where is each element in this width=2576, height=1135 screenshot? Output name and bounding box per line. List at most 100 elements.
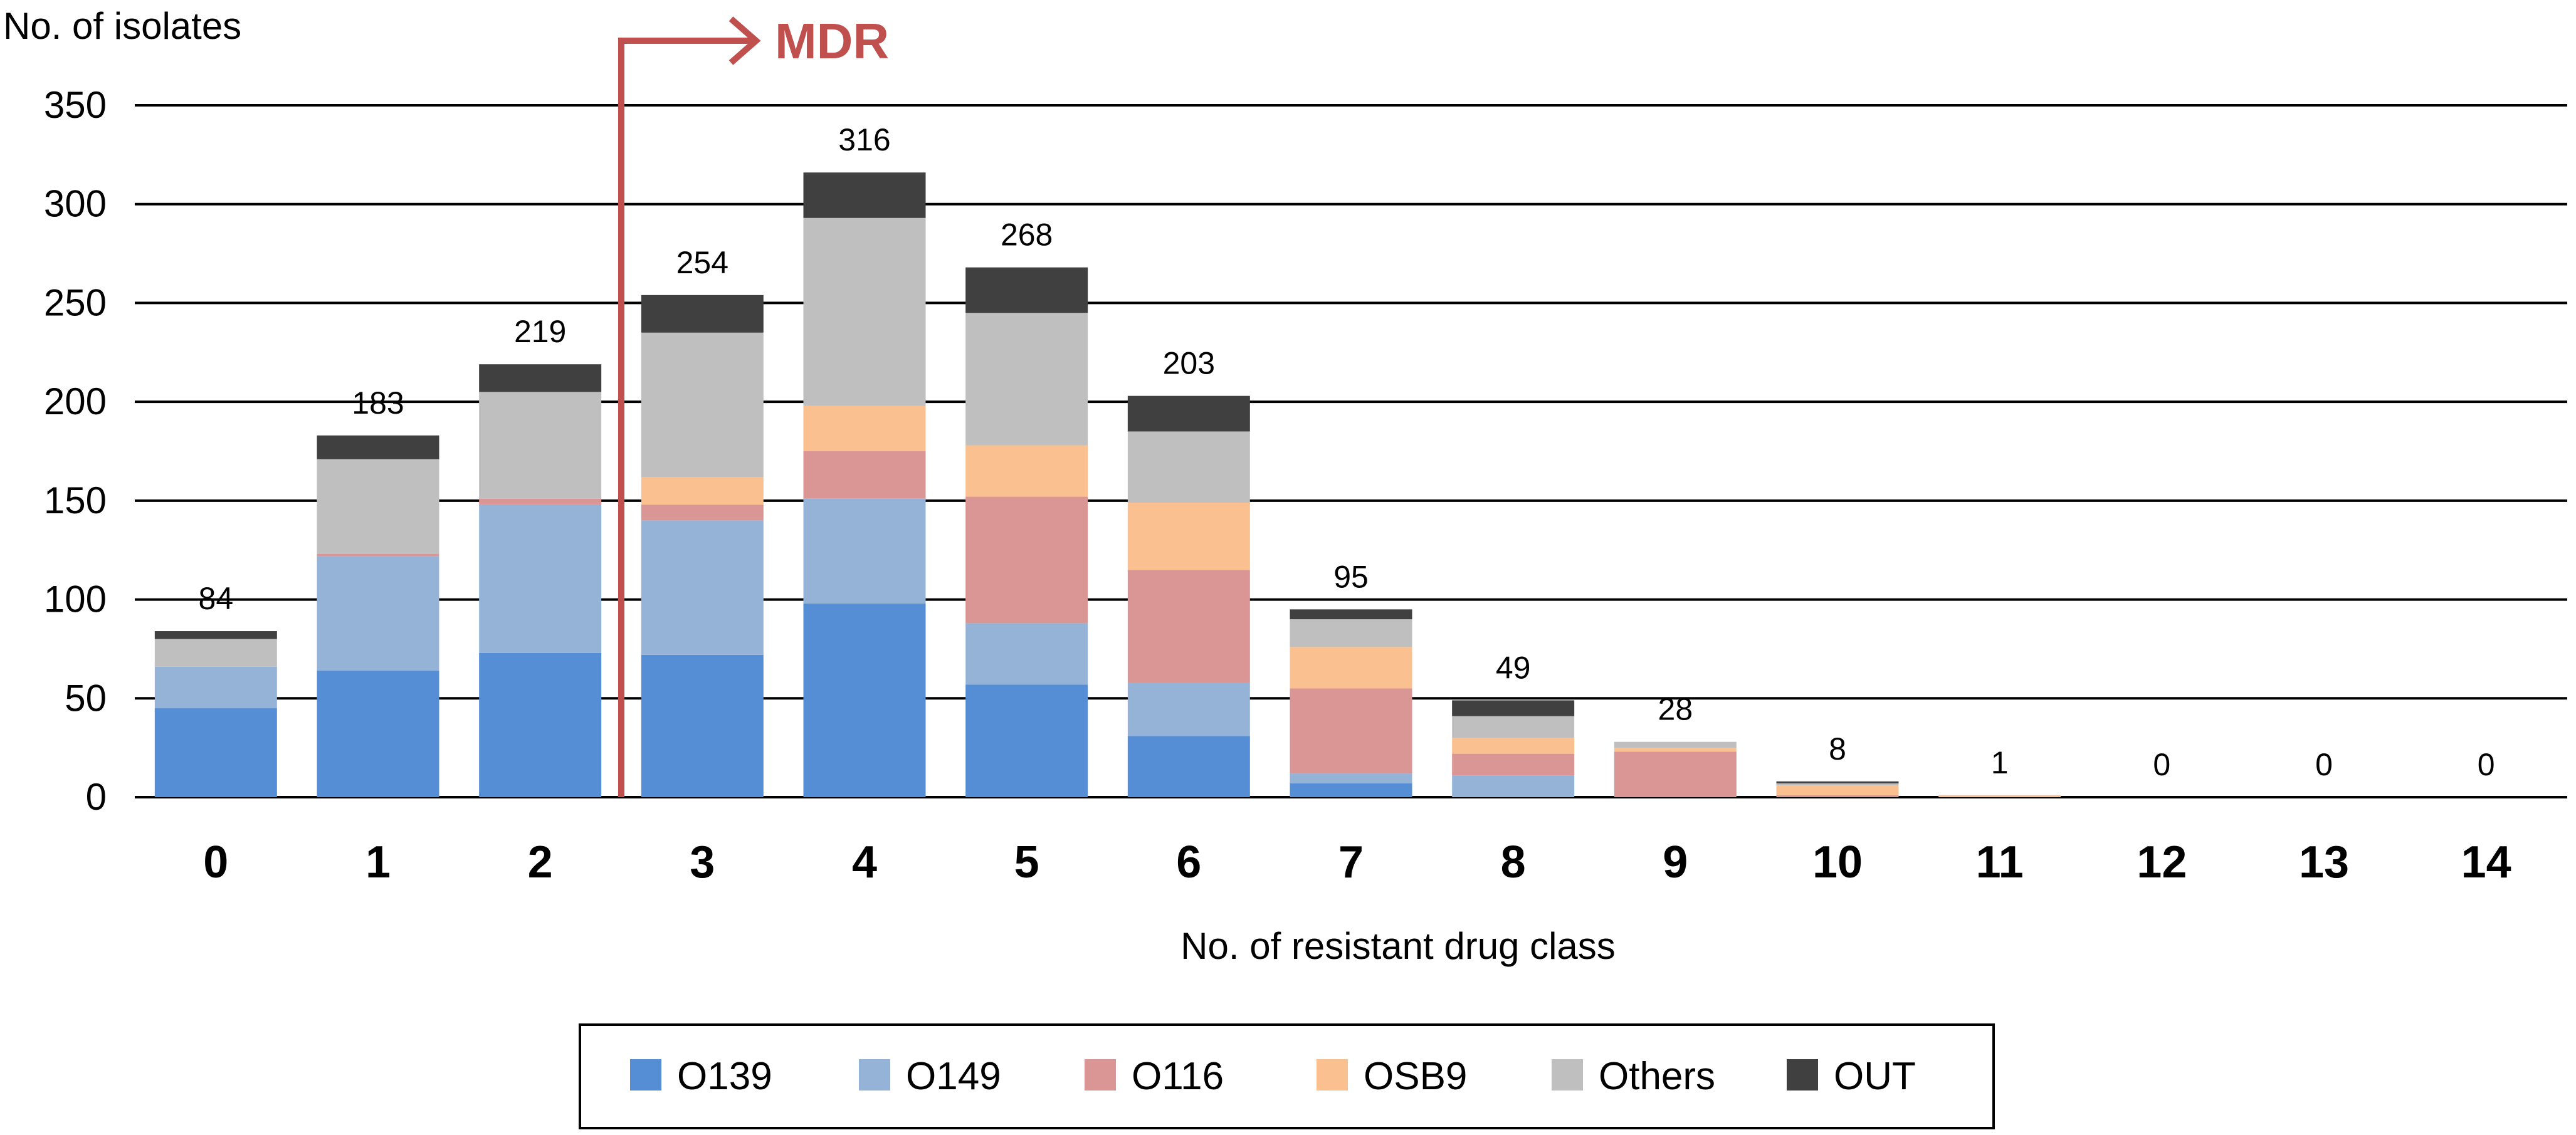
bar-o116-7 bbox=[1290, 688, 1412, 774]
bar-o139-5 bbox=[965, 684, 1088, 797]
total-label-5: 268 bbox=[1001, 217, 1053, 253]
bar-o116-9 bbox=[1614, 751, 1737, 797]
y-tick-300: 300 bbox=[44, 183, 107, 225]
bar-o149-1 bbox=[317, 556, 439, 671]
x-tick-8: 8 bbox=[1501, 837, 1526, 887]
bar-others-7 bbox=[1290, 619, 1412, 647]
bar-o116-6 bbox=[1127, 570, 1250, 683]
bar-osb9-9 bbox=[1614, 748, 1737, 752]
x-tick-2: 2 bbox=[528, 837, 553, 887]
bar-out-6 bbox=[1127, 395, 1250, 432]
x-tick-10: 10 bbox=[1812, 837, 1863, 887]
total-label-9: 28 bbox=[1658, 692, 1693, 727]
bar-o116-3 bbox=[641, 505, 764, 521]
bar-out-10 bbox=[1776, 781, 1899, 783]
bar-o139-4 bbox=[803, 603, 926, 797]
bar-out-8 bbox=[1452, 700, 1575, 716]
legend-label-out: OUT bbox=[1834, 1055, 1916, 1098]
bar-o149-7 bbox=[1290, 773, 1412, 783]
bar-others-4 bbox=[803, 217, 926, 406]
bar-o149-2 bbox=[479, 505, 602, 653]
bar-o139-0 bbox=[154, 708, 277, 797]
x-tick-12: 12 bbox=[2137, 837, 2187, 887]
bar-osb9-3 bbox=[641, 477, 764, 505]
y-tick-200: 200 bbox=[44, 380, 107, 422]
x-axis-label: No. of resistant drug class bbox=[1180, 925, 1616, 967]
bar-out-4 bbox=[803, 172, 926, 218]
total-label-14: 0 bbox=[2478, 747, 2495, 782]
bar-others-0 bbox=[154, 639, 277, 667]
legend-label-o139: O139 bbox=[677, 1055, 772, 1098]
bar-o116-2 bbox=[479, 498, 602, 505]
x-tick-4: 4 bbox=[852, 837, 877, 887]
bar-o149-0 bbox=[154, 666, 277, 709]
x-tick-13: 13 bbox=[2299, 837, 2349, 887]
legend-label-osb9: OSB9 bbox=[1364, 1055, 1467, 1098]
total-label-0: 84 bbox=[199, 581, 234, 616]
x-tick-5: 5 bbox=[1014, 837, 1039, 887]
legend-label-others: Others bbox=[1599, 1055, 1715, 1098]
mdr-arrow-head bbox=[728, 16, 761, 65]
x-tick-1: 1 bbox=[365, 837, 391, 887]
bar-o149-8 bbox=[1452, 775, 1575, 797]
bar-o139-7 bbox=[1290, 783, 1412, 797]
bar-o116-10 bbox=[1776, 795, 1899, 797]
total-label-4: 316 bbox=[838, 122, 890, 157]
bar-out-5 bbox=[965, 267, 1088, 313]
x-tick-labels: 0 1 2 3 4 5 6 7 8 9 10 11 12 13 14 bbox=[203, 837, 2511, 887]
bar-o149-4 bbox=[803, 498, 926, 604]
bar-out-3 bbox=[641, 295, 764, 333]
bar-o139-3 bbox=[641, 654, 764, 797]
y-tick-150: 150 bbox=[44, 479, 107, 521]
bar-o149-5 bbox=[965, 623, 1088, 685]
total-label-6: 203 bbox=[1163, 346, 1215, 381]
bar-o139-6 bbox=[1127, 736, 1250, 797]
mdr-label: MDR bbox=[775, 13, 889, 69]
bar-o149-6 bbox=[1127, 683, 1250, 736]
y-tick-100: 100 bbox=[44, 578, 107, 620]
bar-osb9-8 bbox=[1452, 738, 1575, 754]
total-label-12: 0 bbox=[2153, 747, 2170, 782]
legend: O139 O149 O116 OSB9 Others OUT bbox=[630, 1055, 1916, 1098]
total-labels: 84 183 219 254 316 268 203 95 49 28 8 1 0 0 0 bbox=[199, 122, 2495, 782]
legend-swatch-out bbox=[1787, 1059, 1818, 1091]
x-tick-14: 14 bbox=[2461, 837, 2511, 887]
bar-osb9-5 bbox=[965, 445, 1088, 497]
bar-others-2 bbox=[479, 392, 602, 499]
legend-label-o149: O149 bbox=[906, 1055, 1001, 1098]
legend-swatch-o116 bbox=[1085, 1059, 1116, 1091]
bar-o139-2 bbox=[479, 652, 602, 797]
bar-osb9-10 bbox=[1776, 785, 1899, 795]
legend-box bbox=[579, 1023, 1995, 1129]
bar-o116-1 bbox=[317, 554, 439, 557]
bar-osb9-4 bbox=[803, 405, 926, 451]
bar-o116-4 bbox=[803, 451, 926, 499]
total-label-11: 1 bbox=[1991, 745, 2009, 780]
total-label-1: 183 bbox=[352, 385, 404, 421]
x-tick-3: 3 bbox=[690, 837, 715, 887]
legend-label-o116: O116 bbox=[1132, 1055, 1224, 1098]
bar-o149-3 bbox=[641, 520, 764, 655]
legend-swatch-o149 bbox=[859, 1059, 890, 1091]
bar-others-8 bbox=[1452, 716, 1575, 738]
legend-swatch-others bbox=[1552, 1059, 1583, 1091]
bar-o116-5 bbox=[965, 496, 1088, 624]
legend-swatch-osb9 bbox=[1317, 1059, 1348, 1091]
total-label-2: 219 bbox=[514, 314, 566, 349]
total-label-13: 0 bbox=[2315, 747, 2333, 782]
bar-out-1 bbox=[317, 435, 439, 459]
total-label-10: 8 bbox=[1829, 731, 1846, 766]
bar-osb9-6 bbox=[1127, 503, 1250, 570]
x-tick-7: 7 bbox=[1338, 837, 1364, 887]
y-axis-label: No. of isolates bbox=[3, 5, 241, 47]
y-tick-labels: 0 50 100 150 200 250 300 350 bbox=[44, 84, 107, 818]
x-tick-9: 9 bbox=[1663, 837, 1688, 887]
bar-osb9-7 bbox=[1290, 647, 1412, 689]
bar-others-3 bbox=[641, 332, 764, 478]
bars bbox=[154, 172, 2061, 797]
y-tick-50: 50 bbox=[65, 677, 107, 719]
x-tick-11: 11 bbox=[1976, 837, 2024, 887]
bar-others-6 bbox=[1127, 431, 1250, 503]
bar-out-2 bbox=[479, 364, 602, 392]
